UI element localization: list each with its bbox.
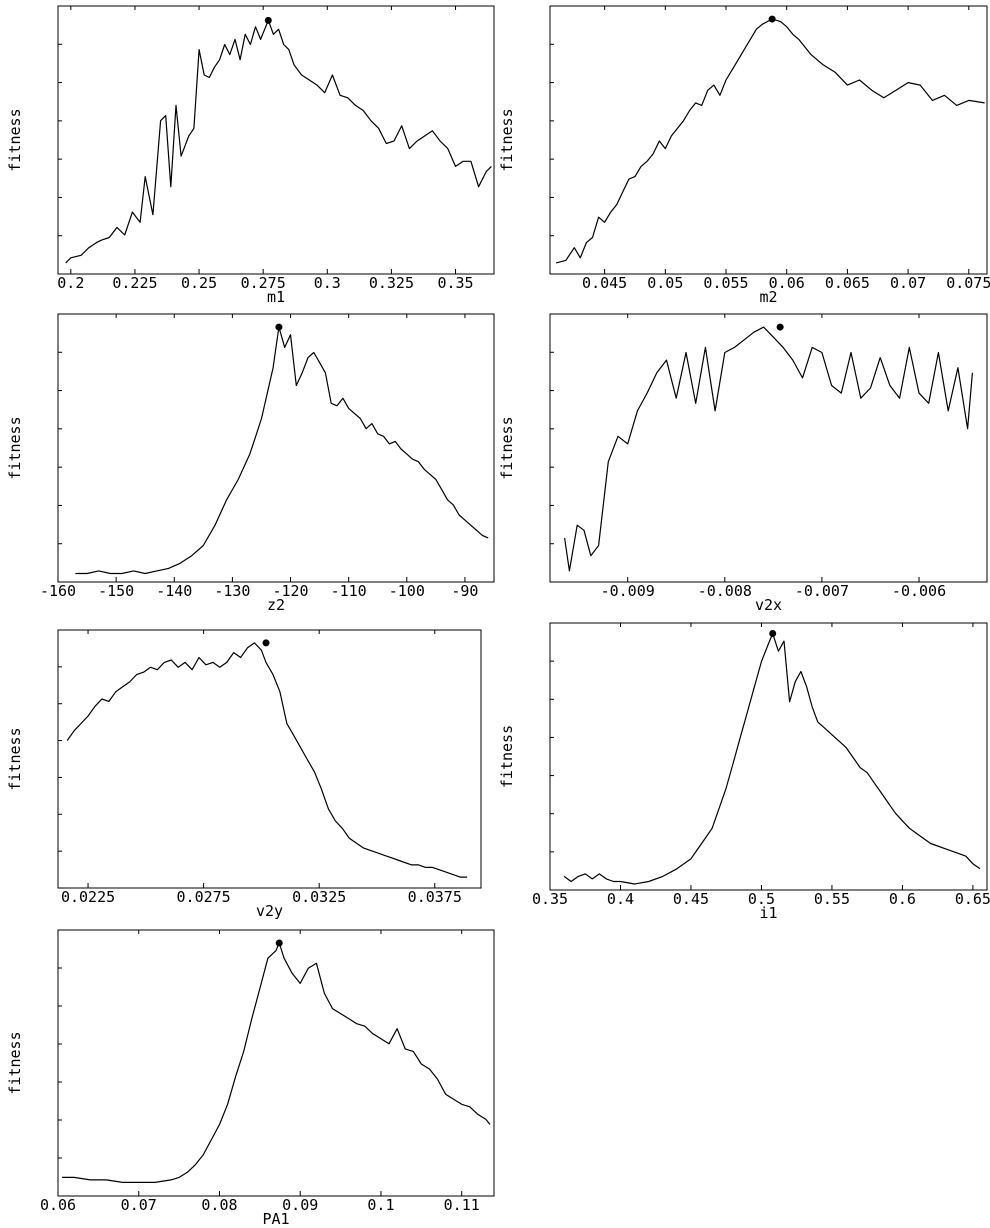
x-tick-label: 0.325 [369,274,414,292]
x-tick-label: 0.0275 [177,888,231,906]
chart-panel-v2y: 0.0225 0.0275 0.0325 0.0375 v2y fitness [6,629,482,920]
y-axis-label: fitness [498,108,516,171]
plot-frame [549,313,988,583]
x-tick-label: 0.5 [748,890,775,908]
plot-frame [57,5,495,275]
y-axis-label: fitness [498,725,516,788]
x-tick-label: -110 [331,582,367,600]
plot-frame [57,313,495,583]
best-point-marker [768,15,776,23]
best-point-marker [776,323,784,331]
x-tick-label: 0.07 [890,274,926,292]
series-line [66,642,468,878]
chart-panel-v2x: -0.009 -0.008 -0.007 -0.006 v2x fitness [498,313,988,614]
series-line [555,18,985,264]
x-axis-label: m1 [267,288,285,306]
plot-frame [549,622,988,891]
x-tick-label: 0.09 [282,1196,318,1214]
y-axis-label: fitness [6,1031,24,1094]
x-axis-label: PA1 [262,1210,289,1228]
x-tick-label: 0.0375 [408,888,462,906]
x-tick-label: -120 [272,582,308,600]
x-tick-label: 0.0225 [61,888,115,906]
series-line [563,632,981,885]
x-tick-label: -0.009 [601,582,655,600]
chart-panel-m2: 0.045 0.05 0.055 0.06 0.065 0.07 0.075 m2 fitnes… [498,5,990,306]
x-tick-label: 0.045 [582,274,627,292]
series-line [65,19,492,264]
x-tick-label: 0.35 [532,890,568,908]
series-line [62,942,491,1184]
x-tick-label: 0.06 [769,274,805,292]
best-point-marker [262,639,270,647]
x-tick-label: 0.2 [57,274,84,292]
x-tick-label: 0.35 [437,274,473,292]
x-tick-label: -0.006 [892,582,946,600]
chart-panel-pa1: 0.06 0.07 0.08 0.09 0.1 0.11 PA1 fitness [6,929,495,1228]
x-tick-label: 0.065 [825,274,870,292]
x-tick-label: -0.007 [795,582,849,600]
x-tick-label: 0.6 [889,890,916,908]
x-axis-label: z2 [267,596,285,614]
x-tick-label: 0.4 [607,890,634,908]
chart-panel-z2: -160 -150 -140 -130 -120 -110 -100 -90 z2 fitness [6,313,495,614]
x-tick-label: 0.65 [955,890,990,908]
x-tick-label: 0.07 [121,1196,157,1214]
series-line [564,326,973,572]
x-tick-label: -0.008 [698,582,752,600]
y-axis-label: fitness [6,727,24,790]
x-tick-label: 0.055 [703,274,748,292]
x-tick-label: 0.05 [647,274,683,292]
best-point-marker [769,630,777,638]
x-tick-label: 0.25 [181,274,217,292]
x-tick-label: 0.06 [40,1196,76,1214]
x-tick-label: 0.08 [201,1196,237,1214]
x-tick-label: 0.275 [241,274,286,292]
x-tick-label: -140 [156,582,192,600]
x-tick-label: -90 [451,582,478,600]
x-tick-label: 0.3 [314,274,341,292]
x-tick-label: 0.075 [946,274,990,292]
x-tick-label: 0.1 [367,1196,394,1214]
x-axis-label: v2y [256,902,283,920]
best-point-marker [275,323,283,331]
y-axis-label: fitness [6,108,24,171]
plot-frame [549,5,988,275]
x-axis-label: v2x [755,596,782,614]
y-axis-label: fitness [498,416,516,479]
chart-panel-m1: 0.2 0.225 0.25 0.275 0.3 0.325 0.35 m1 fitness [6,5,495,306]
x-tick-label: -100 [389,582,425,600]
chart-panel-i1: 0.35 0.4 0.45 0.5 0.55 0.6 0.65 i1 fitness [498,622,990,922]
x-tick-label: 0.225 [112,274,157,292]
x-tick-label: 0.55 [814,890,850,908]
best-point-marker [264,16,272,24]
x-tick-label: 0.11 [444,1196,480,1214]
x-tick-label: -130 [214,582,250,600]
plot-frame [57,629,482,889]
x-tick-label: -160 [40,582,76,600]
series-line [75,326,489,575]
x-axis-label: m2 [759,288,777,306]
x-tick-label: 0.45 [673,890,709,908]
x-axis-label: i1 [759,904,777,922]
x-tick-label: -150 [98,582,134,600]
x-tick-label: 0.0325 [292,888,346,906]
best-point-marker [275,939,283,947]
y-axis-label: fitness [6,416,24,479]
plot-frame [57,929,495,1197]
